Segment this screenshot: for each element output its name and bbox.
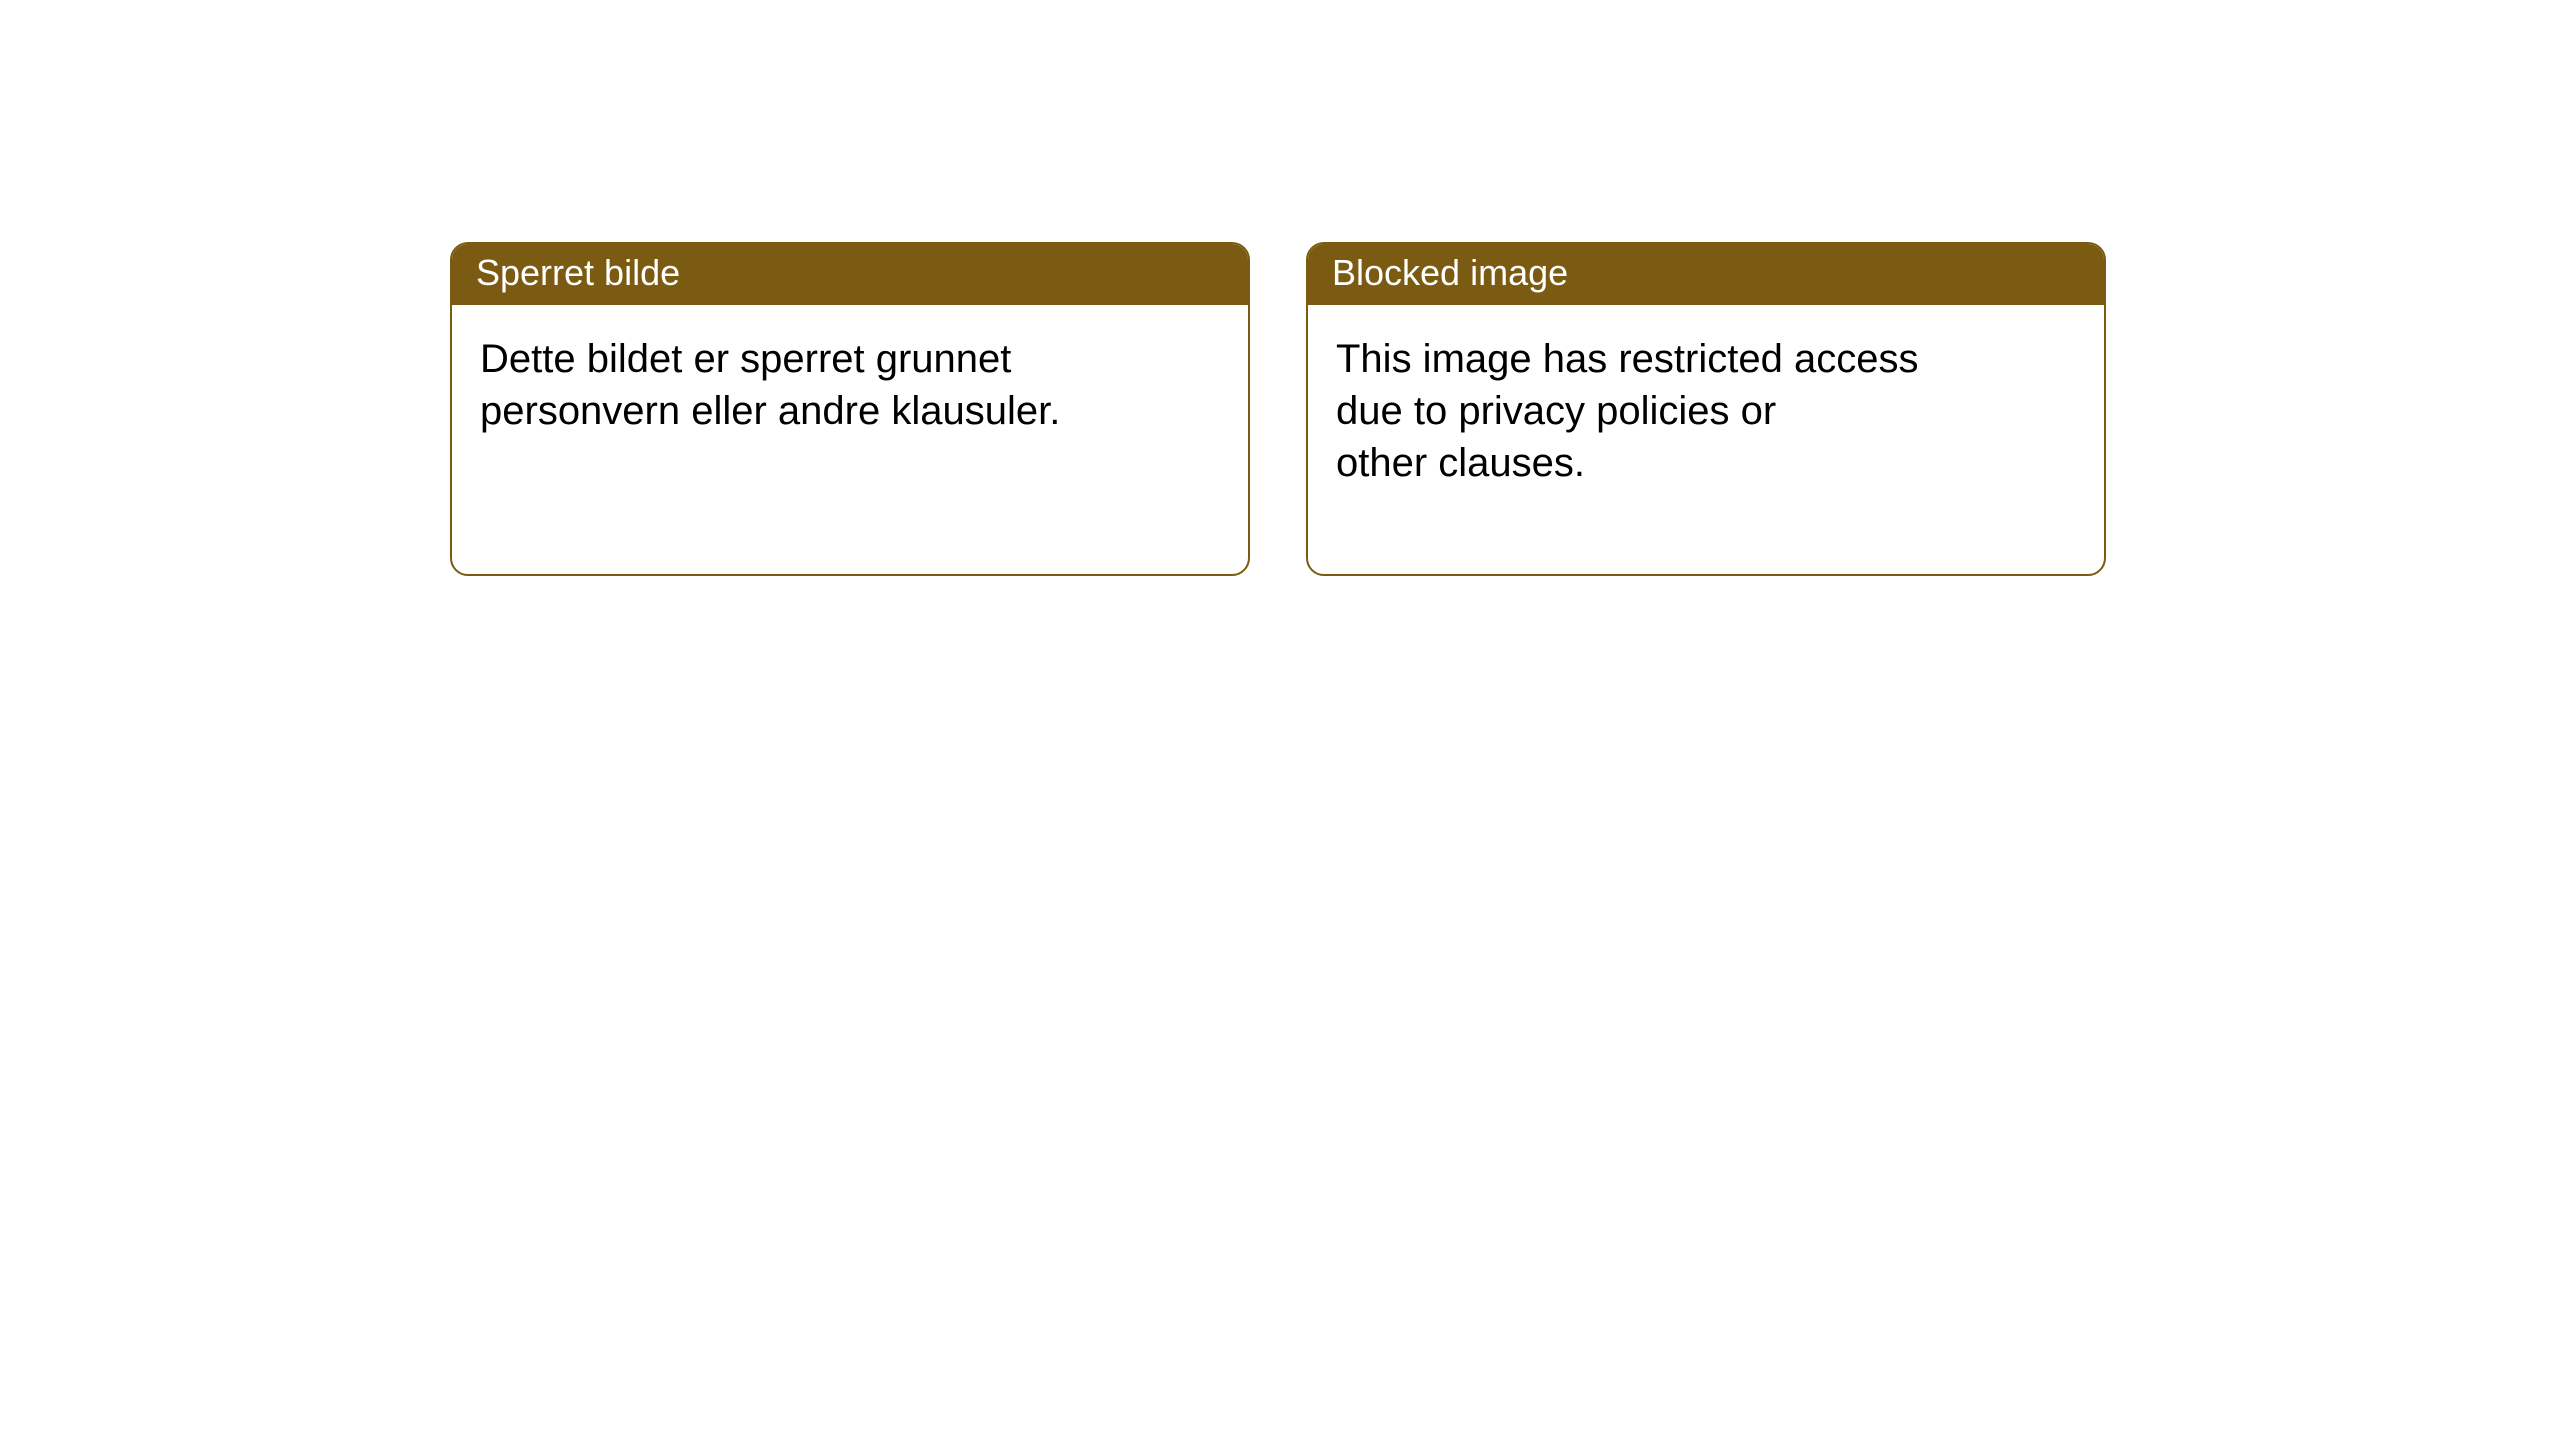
notice-card-no: Sperret bilde Dette bildet er sperret gr… (450, 242, 1250, 576)
notice-card-en: Blocked image This image has restricted … (1306, 242, 2106, 576)
notice-card-body: This image has restricted access due to … (1308, 305, 2104, 489)
notice-card-title: Sperret bilde (452, 244, 1248, 305)
notice-card-title: Blocked image (1308, 244, 2104, 305)
notice-container: Sperret bilde Dette bildet er sperret gr… (0, 0, 2560, 576)
notice-card-body: Dette bildet er sperret grunnet personve… (452, 305, 1248, 437)
